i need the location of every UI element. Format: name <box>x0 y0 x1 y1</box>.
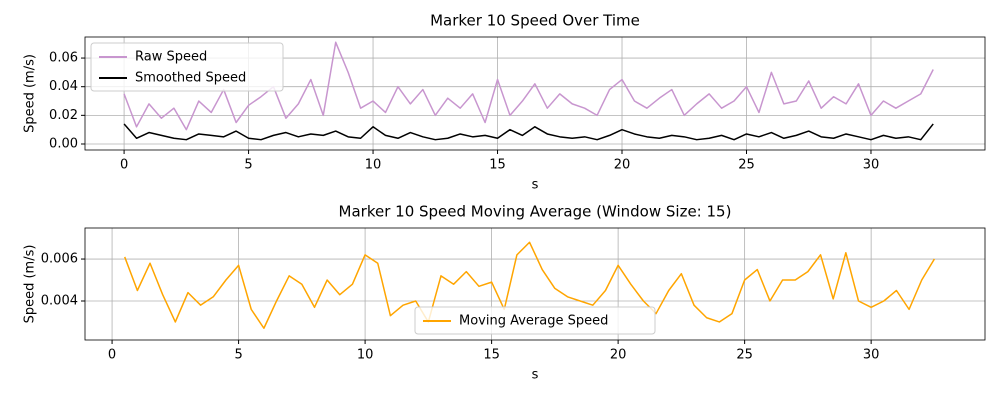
data-line <box>123 41 934 131</box>
legend-label: Moving Average Speed <box>459 314 608 329</box>
y-tick-label: 0.00 <box>49 136 78 151</box>
x-tick-label: 10 <box>357 348 374 363</box>
legend-box <box>90 42 284 92</box>
y-tick-label: 0.006 <box>41 252 78 267</box>
legend-label: Raw Speed <box>135 50 207 65</box>
axes-frame <box>84 227 986 341</box>
x-tick-label: 15 <box>483 348 500 363</box>
x-tick-label: 20 <box>610 348 627 363</box>
x-axis-label: s <box>532 368 539 383</box>
x-tick-label: 5 <box>244 158 252 173</box>
chart-title: Marker 10 Speed Over Time <box>430 12 640 30</box>
x-tick-label: 20 <box>614 158 631 173</box>
y-tick-label: 0.06 <box>49 51 78 66</box>
x-tick-label: 30 <box>863 348 880 363</box>
y-tick-label: 0.04 <box>49 79 78 94</box>
y-tick-label: 0.02 <box>49 108 78 123</box>
y-axis-label: Speed (m/s) <box>23 245 38 324</box>
y-tick-label: 0.004 <box>41 293 78 308</box>
data-line <box>123 123 934 141</box>
x-tick-label: 10 <box>365 158 382 173</box>
data-line <box>124 241 936 329</box>
x-tick-label: 0 <box>108 348 116 363</box>
x-tick-label: 15 <box>489 158 506 173</box>
axes: Marker 10 Speed Moving Average (Window S… <box>23 203 986 383</box>
x-tick-label: 5 <box>234 348 242 363</box>
axes-frame <box>84 36 986 151</box>
x-axis-label: s <box>532 178 539 193</box>
legend-box <box>414 306 656 335</box>
x-tick-label: 25 <box>738 158 755 173</box>
y-axis-label: Speed (m/s) <box>23 54 38 133</box>
chart-title: Marker 10 Speed Moving Average (Window S… <box>339 203 732 221</box>
legend: Raw Speed Smoothed Speed <box>90 42 284 92</box>
x-tick-label: 30 <box>863 158 880 173</box>
x-tick-label: 0 <box>120 158 128 173</box>
legend: Moving Average Speed <box>414 306 656 335</box>
legend-label: Smoothed Speed <box>135 71 246 86</box>
x-tick-label: 25 <box>736 348 753 363</box>
axes: Marker 10 Speed Over Time 0 5 10 15 20 25 30 0.0… <box>23 12 986 193</box>
